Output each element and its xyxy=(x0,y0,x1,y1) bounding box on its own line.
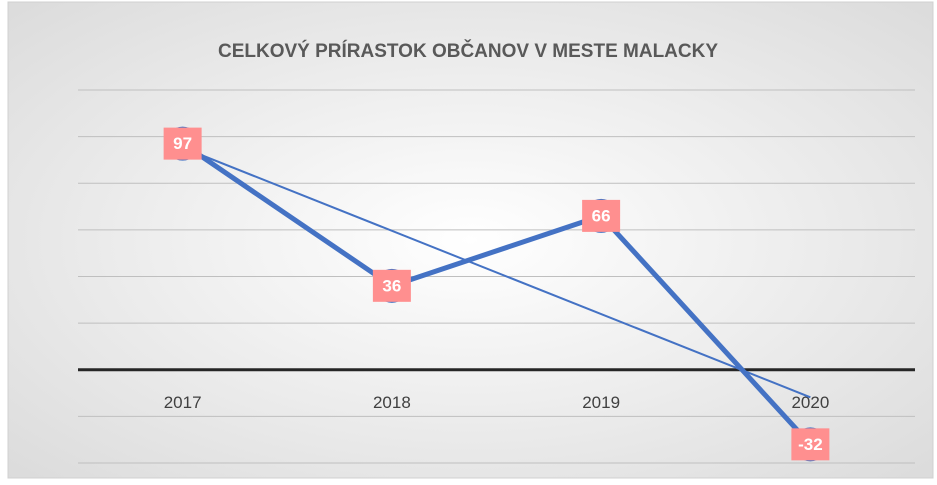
x-tick-label: 2019 xyxy=(582,393,620,412)
x-tick-label: 2017 xyxy=(164,393,202,412)
data-label: -32 xyxy=(798,435,823,454)
line xyxy=(181,141,813,447)
data-label-box xyxy=(582,199,621,232)
data-label-box xyxy=(372,269,411,302)
data-label: 97 xyxy=(173,134,192,153)
chart-title: CELKOVÝ PRÍRASTOK OBČANOV V MESTE MALACK… xyxy=(218,40,718,62)
data-label: 66 xyxy=(592,206,611,225)
chart-background xyxy=(7,1,934,479)
data-label: 36 xyxy=(382,276,401,295)
x-tick-label: 2020 xyxy=(791,393,829,412)
data-label-box xyxy=(791,428,830,461)
x-tick-label: 2018 xyxy=(373,393,411,412)
data-label-box xyxy=(163,127,202,160)
trendline xyxy=(182,146,811,399)
